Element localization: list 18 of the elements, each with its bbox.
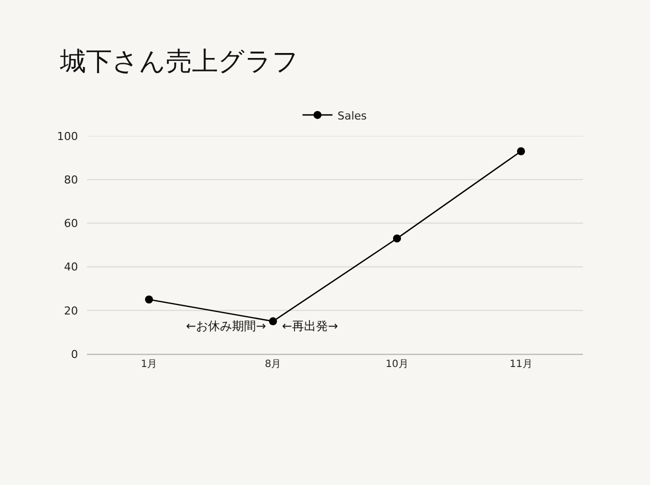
point [393, 234, 401, 242]
x-tick-label: 8月 [264, 359, 282, 370]
chart-title: 城下さん売上グラフ [59, 47, 299, 78]
legend-label: Sales [338, 109, 368, 122]
point [145, 296, 153, 304]
y-tick-label: 100 [57, 130, 78, 143]
x-tick-label: 11月 [510, 359, 532, 370]
y-tick-label: 0 [71, 348, 78, 361]
x-tick-label: 1月 [140, 359, 158, 370]
y-tick-label: 60 [64, 217, 78, 230]
y-tick-label: 20 [64, 304, 78, 318]
x-tick-label: 10月 [386, 359, 408, 370]
annotation: ←再出発→ [282, 319, 338, 333]
y-tick-label: 40 [64, 260, 78, 274]
point [269, 317, 277, 326]
point [517, 147, 525, 156]
y-tick-label: 80 [64, 173, 78, 186]
annotation: ←お休み期間→ [186, 319, 266, 333]
